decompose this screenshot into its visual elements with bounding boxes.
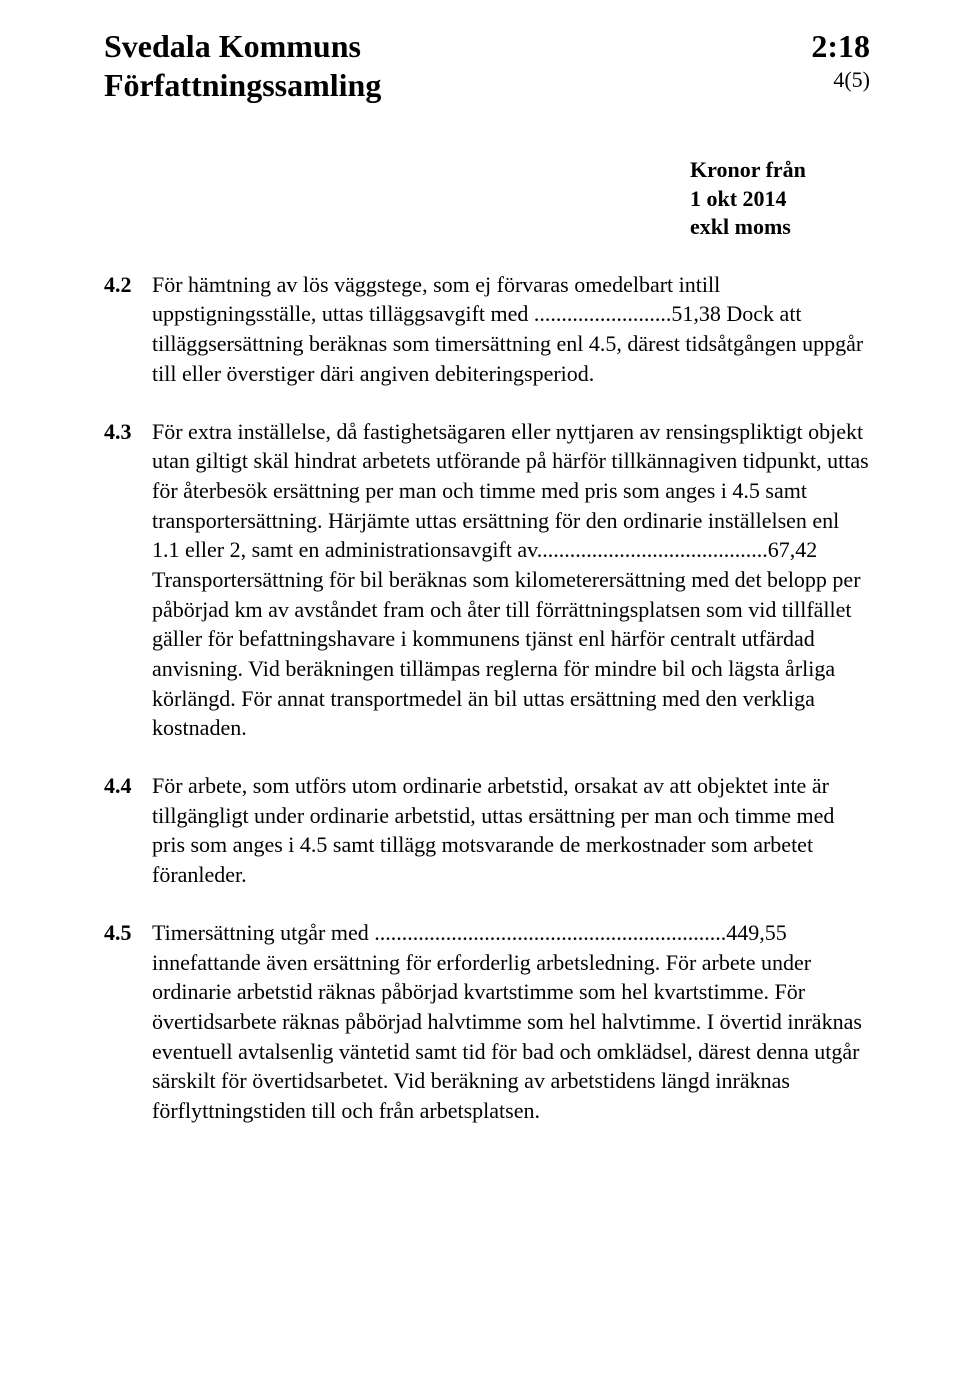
doc-title: Svedala Kommuns: [104, 28, 361, 65]
section-body: För hämtning av lös väggstege, som ej fö…: [152, 270, 870, 389]
doc-code: 2:18: [811, 28, 870, 65]
section-4-4: 4.4 För arbete, som utförs utom ordinari…: [104, 771, 870, 890]
section-4-3: 4.3 För extra inställelse, då fastighets…: [104, 417, 870, 744]
section-4-5: 4.5 Timersättning utgår med ............…: [104, 918, 870, 1126]
doc-subtitle: Författningssamling: [104, 67, 381, 104]
section-number: 4.3: [104, 417, 152, 744]
section-number: 4.2: [104, 270, 152, 389]
page-indicator: 4(5): [833, 67, 870, 93]
price-header: Kronor från 1 okt 2014 exkl moms: [690, 156, 870, 242]
price-header-line2: 1 okt 2014: [690, 185, 870, 214]
price-header-line3: exkl moms: [690, 213, 870, 242]
section-number: 4.5: [104, 918, 152, 1126]
section-body: För extra inställelse, då fastighetsägar…: [152, 417, 870, 744]
section-body: Timersättning utgår med ................…: [152, 918, 870, 1126]
section-body: För arbete, som utförs utom ordinarie ar…: [152, 771, 870, 890]
section-4-2: 4.2 För hämtning av lös väggstege, som e…: [104, 270, 870, 389]
price-header-line1: Kronor från: [690, 156, 870, 185]
section-number: 4.4: [104, 771, 152, 890]
